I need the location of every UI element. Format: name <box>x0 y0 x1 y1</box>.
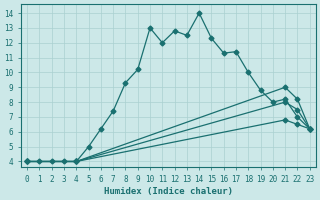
X-axis label: Humidex (Indice chaleur): Humidex (Indice chaleur) <box>104 187 233 196</box>
